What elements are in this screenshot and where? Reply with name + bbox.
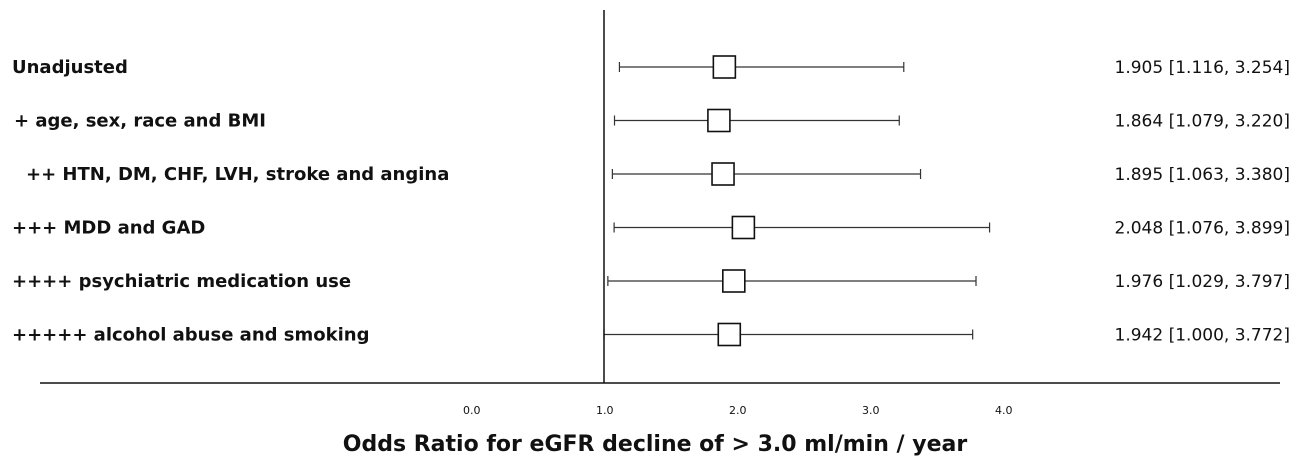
odds-ratio-point <box>731 215 756 240</box>
odds-ratio-point <box>717 322 742 347</box>
x-tick-label: 0.0 <box>463 404 481 417</box>
x-tick-label: 3.0 <box>862 404 880 417</box>
row-label: Unadjusted <box>12 57 128 78</box>
odds-ratio-point <box>712 55 737 79</box>
ci-value-text: 1.864 [1.079, 3.220] <box>1115 112 1290 132</box>
row-label: ++ HTN, DM, CHF, LVH, stroke and angina <box>26 164 449 185</box>
forest-row: + age, sex, race and BMI 1.864 [1.079, 3.… <box>14 108 1290 133</box>
forest-row: +++ MDD and GAD 2.048 [1.076, 3.899] <box>12 215 1290 240</box>
forest-row: ++ HTN, DM, CHF, LVH, stroke and angina 1… <box>26 162 1290 186</box>
forest-row: ++++ psychiatric medication use 1.976 [1.… <box>12 269 1290 293</box>
odds-ratio-point <box>722 269 746 293</box>
tick-labels: 0.0 1.0 2.0 3.0 4.0 <box>463 404 1013 417</box>
forest-row: Unadjusted 1.905 [1.116, 3.254] <box>12 55 1290 79</box>
row-label: +++ MDD and GAD <box>12 218 205 239</box>
x-tick-label: 4.0 <box>995 404 1013 417</box>
x-tick-label: 1.0 <box>596 404 614 417</box>
x-tick-label: 2.0 <box>729 404 747 417</box>
ci-value-text: 1.895 [1.063, 3.380] <box>1115 165 1290 185</box>
row-label: ++++ psychiatric medication use <box>12 271 351 292</box>
ci-value-text: 1.976 [1.029, 3.797] <box>1115 272 1290 292</box>
ci-value-text: 1.905 [1.116, 3.254] <box>1115 58 1290 78</box>
odds-ratio-point <box>711 162 735 186</box>
odds-ratio-point <box>707 108 731 133</box>
rows-layer: Unadjusted 1.905 [1.116, 3.254] + age, sex… <box>12 55 1290 347</box>
ci-value-text: 2.048 [1.076, 3.899] <box>1115 219 1290 239</box>
x-axis-title: Odds Ratio for eGFR decline of > 3.0 ml/… <box>343 432 968 457</box>
ci-value-text: 1.942 [1.000, 3.772] <box>1115 326 1290 346</box>
row-label: +++++ alcohol abuse and smoking <box>12 325 369 346</box>
forest-row: +++++ alcohol abuse and smoking 1.942 [1.… <box>12 322 1290 347</box>
row-label: + age, sex, race and BMI <box>14 111 266 132</box>
